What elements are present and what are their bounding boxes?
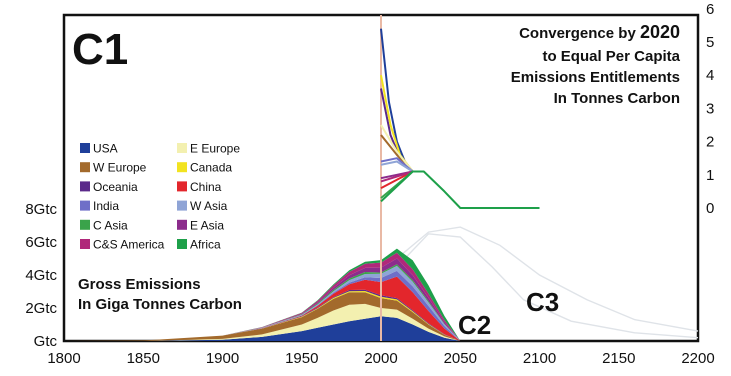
- legend-label-e-asia: E Asia: [190, 218, 224, 232]
- area-china: [64, 276, 461, 341]
- legend-label-oceania: Oceania: [93, 180, 138, 194]
- per-capita-line: [380, 124, 414, 173]
- legend-swatch-africa: [177, 239, 187, 249]
- x-tick-1850: 1850: [127, 350, 160, 367]
- legend-swatch-c-s-america: [80, 239, 90, 249]
- title-year-emphasis: 2020: [640, 22, 680, 42]
- legend-swatch-canada: [177, 162, 187, 173]
- left-tick: 2Gtc: [25, 300, 57, 317]
- c3-ghost-curves: [364, 226, 699, 339]
- legend-label-canada: Canada: [190, 161, 232, 175]
- right-tick-2: 2: [706, 134, 714, 151]
- per-capita-line: [380, 160, 414, 173]
- legend-swatch-c-asia: [80, 219, 90, 230]
- x-tick-1900: 1900: [206, 350, 239, 367]
- left-tick: 6Gtc: [25, 234, 57, 251]
- ghost-curve: [364, 233, 699, 339]
- legend-swatch-oceania: [80, 181, 90, 192]
- legend-label-africa: Africa: [190, 238, 221, 252]
- x-tick-2150: 2150: [602, 350, 635, 367]
- x-tick-2000: 2000: [364, 350, 397, 367]
- legend-swatch-w-asia: [177, 200, 187, 211]
- x-tick-2100: 2100: [523, 350, 556, 367]
- legend-swatch-w-europe: [80, 162, 90, 173]
- ghost-curve: [364, 226, 699, 332]
- title-line-4: In Tonnes Carbon: [554, 90, 680, 107]
- legend-swatch-india: [80, 200, 90, 211]
- right-tick-3: 3: [706, 100, 714, 117]
- gross-label-line-2: In Giga Tonnes Carbon: [78, 296, 242, 313]
- area-e-europe: [64, 303, 461, 341]
- legend-label-e-europe: E Europe: [190, 142, 240, 156]
- legend-swatch-e-asia: [177, 219, 187, 230]
- x-tick-1800: 1800: [47, 350, 80, 367]
- right-axis-ticks: 0 1 2 3 4 5 6: [706, 1, 714, 217]
- left-tick: 4Gtc: [25, 267, 57, 284]
- legend-label-c-s-america: C&S America: [93, 238, 165, 252]
- legend-label-c-asia: C Asia: [93, 218, 128, 232]
- c2-label: C2: [458, 310, 491, 340]
- right-tick-1: 1: [706, 167, 714, 184]
- per-capita-convergence-lines: [380, 28, 540, 209]
- right-tick-0: 0: [706, 200, 714, 217]
- legend-swatch-usa: [80, 143, 90, 153]
- legend-label-india: India: [93, 199, 119, 213]
- legend-label-w-asia: W Asia: [190, 199, 228, 213]
- x-tick-2200: 2200: [681, 350, 714, 367]
- right-tick-6: 6: [706, 1, 714, 18]
- title-line-2: to Equal Per Capita: [542, 48, 680, 65]
- left-tick: 8Gtc: [25, 201, 57, 218]
- title-line-1: Convergence by 2020: [519, 22, 680, 42]
- gross-label-line-1: Gross Emissions: [78, 276, 201, 293]
- legend-swatch-china: [177, 181, 187, 192]
- title-line-3: Emissions Entitlements: [511, 69, 680, 86]
- left-axis-ticks: Gtc 2Gtc 4Gtc 6Gtc 8Gtc: [25, 201, 57, 350]
- x-tick-2050: 2050: [444, 350, 477, 367]
- c3-label: C3: [526, 287, 559, 317]
- right-tick-4: 4: [706, 67, 714, 84]
- per-capita-line: [380, 170, 540, 209]
- legend-label-china: China: [190, 180, 222, 194]
- area-w-europe: [64, 292, 461, 341]
- area-usa: [64, 316, 461, 341]
- x-tick-1950: 1950: [285, 350, 318, 367]
- legend-swatch-e-europe: [177, 143, 187, 153]
- x-axis-ticks: 1800 1850 1900 1950 2000 2050 2100 2150 2200: [47, 350, 714, 367]
- legend: USA E Europe W Europe Canada Oceania China Ind…: [80, 142, 240, 252]
- stacked-emissions-area: [64, 248, 461, 341]
- c1-label: C1: [72, 25, 128, 74]
- title-line-1-text: Convergence by: [519, 25, 640, 42]
- legend-label-usa: USA: [93, 142, 118, 156]
- left-tick: Gtc: [34, 333, 58, 350]
- per-capita-line: [380, 170, 414, 183]
- legend-label-w-europe: W Europe: [93, 161, 147, 175]
- right-tick-5: 5: [706, 34, 714, 51]
- per-capita-line: [380, 170, 414, 189]
